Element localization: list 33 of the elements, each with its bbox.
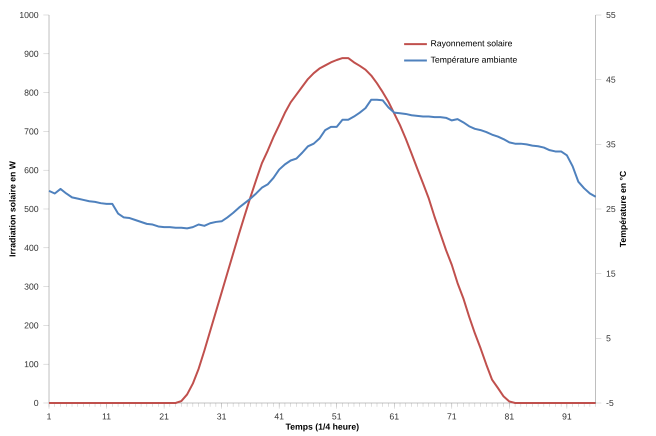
x-tick-label: 11 [102, 413, 111, 420]
x-tick-label: 91 [562, 413, 572, 420]
x-tick-label: 1 [47, 413, 51, 420]
y2-tick-label: -5 [606, 400, 614, 406]
x-tick-label: 51 [332, 413, 342, 420]
x-tick-label: 21 [160, 413, 168, 420]
legend-label: Rayonnement solaire [431, 40, 512, 48]
y-tick-label: 1000 [20, 12, 38, 18]
y-tick-label: 200 [24, 322, 38, 329]
y-tick-label: 700 [24, 128, 38, 135]
x-tick-label: 41 [274, 413, 284, 420]
x-axis-title: Temps (1/4 heure) [286, 423, 359, 432]
x-tick-label: 31 [217, 413, 226, 420]
x-tick-label: 71 [447, 413, 456, 420]
y-tick-label: 300 [24, 284, 38, 290]
y2-axis-title: Température en °C [620, 171, 628, 248]
x-tick-label: 81 [504, 413, 514, 420]
y2-tick-label: 5 [606, 335, 611, 342]
y2-tick-label: 15 [606, 270, 616, 277]
x-tick-label: 61 [390, 413, 399, 420]
legend-label: Température ambiante [430, 56, 517, 65]
y2-tick-label: 25 [606, 206, 616, 212]
y-tick-label: 900 [24, 50, 38, 57]
y-tick-label: 100 [24, 361, 38, 368]
y-tick-label: 800 [24, 90, 38, 96]
y2-tick-label: 35 [606, 141, 616, 148]
y-axis-title: Irradiation solaire en W [9, 161, 16, 256]
y-tick-label: 600 [24, 167, 38, 174]
y-tick-label: 400 [24, 244, 38, 251]
y-tick-label: 500 [24, 206, 38, 212]
y2-tick-label: 55 [606, 12, 616, 18]
y2-tick-label: 45 [606, 76, 616, 83]
y-tick-label: 0 [34, 400, 38, 406]
